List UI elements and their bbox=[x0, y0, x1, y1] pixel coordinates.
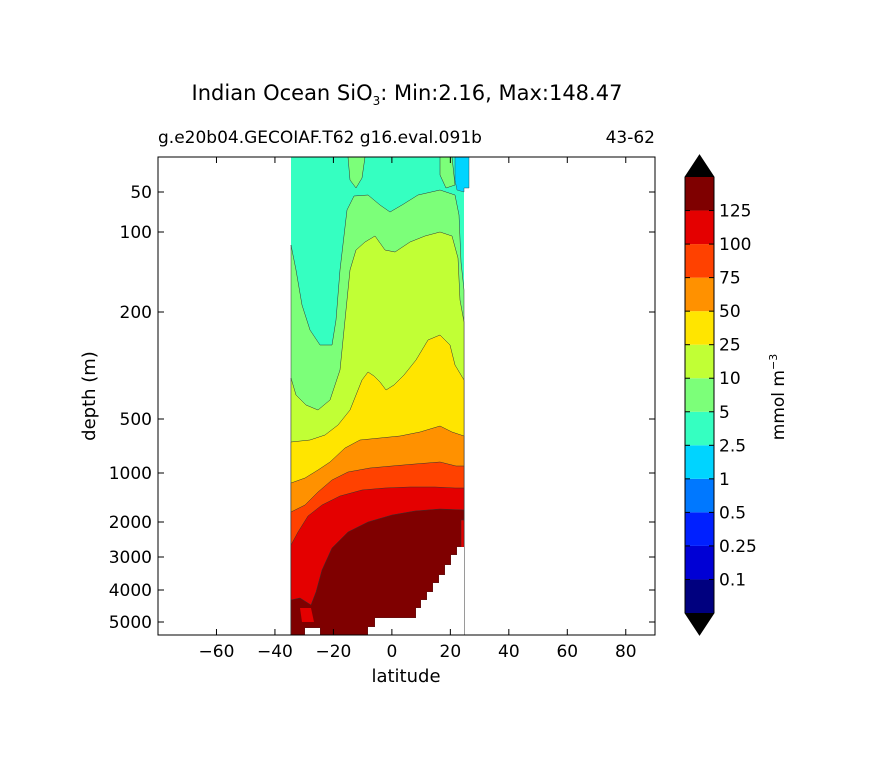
colorbar-level-label: 0.25 bbox=[719, 537, 757, 557]
y-tick-label: 1000 bbox=[109, 464, 152, 484]
colorbar-swatch bbox=[685, 277, 714, 312]
y-tick-label: 4000 bbox=[109, 581, 152, 601]
colorbar-level-label: 2.5 bbox=[719, 436, 746, 456]
y-tick-label: 3000 bbox=[109, 548, 152, 568]
band-100-125-island bbox=[300, 608, 314, 622]
colorbar-extend-min bbox=[685, 613, 714, 635]
y-tick-label: 200 bbox=[120, 303, 152, 323]
colorbar-level-label: 1 bbox=[719, 470, 730, 490]
nodata-steps bbox=[421, 547, 464, 608]
x-tick-label: −60 bbox=[199, 642, 235, 662]
colorbar-swatch bbox=[685, 445, 714, 479]
x-tick-label: −40 bbox=[257, 642, 293, 662]
colorbar-swatch bbox=[685, 244, 714, 278]
colorbar-swatch bbox=[685, 545, 714, 580]
colorbar-level-label: 100 bbox=[719, 235, 751, 255]
colorbar-level-label: 5 bbox=[719, 403, 730, 423]
plot-area: −60 −40 −20 0 20 40 60 80 50 100 200 500 1000 2000 30… bbox=[109, 156, 656, 662]
nodata-bottom-left bbox=[305, 628, 320, 635]
y-tick-label: 500 bbox=[120, 410, 152, 430]
y-axis: 50 100 200 500 1000 2000 3000 4000 5000 bbox=[109, 183, 655, 633]
colorbar-swatch bbox=[685, 411, 714, 446]
colorbar-swatch bbox=[685, 478, 714, 513]
x-tick-label: 0 bbox=[386, 642, 397, 662]
chart-subtitle-right: 43-62 bbox=[606, 128, 655, 148]
chart-subtitle-left: g.e20b04.GECOIAF.T62 g16.eval.091b bbox=[158, 128, 482, 148]
band-5-10-top2 bbox=[439, 157, 456, 189]
y-tick-label: 2000 bbox=[109, 513, 152, 533]
nodata-mask-right bbox=[416, 608, 464, 618]
y-tick-label: 5000 bbox=[109, 613, 152, 633]
band-1-2.5 bbox=[454, 157, 470, 193]
chart-title: Indian Ocean SiO3: Min:2.16, Max:148.47 bbox=[192, 81, 623, 108]
colorbar-swatch bbox=[685, 378, 714, 412]
band-5-10-top bbox=[347, 157, 366, 189]
colorbar: 0.1 0.25 0.5 1 2.5 5 10 25 50 75 100 125 bbox=[684, 154, 757, 636]
y-tick-label: 100 bbox=[120, 223, 152, 243]
colorbar-swatch bbox=[685, 579, 714, 613]
plot-frame bbox=[157, 156, 656, 636]
x-tick-label: 20 bbox=[440, 642, 462, 662]
x-axis: −60 −40 −20 0 20 40 60 80 bbox=[199, 157, 637, 662]
colorbar-swatch bbox=[685, 512, 714, 546]
colorbar-level-label: 10 bbox=[719, 369, 741, 389]
colorbar-label: mmol m−3 bbox=[767, 354, 789, 440]
x-tick-label: −20 bbox=[315, 642, 351, 662]
x-tick-label: 60 bbox=[556, 642, 578, 662]
x-axis-label: latitude bbox=[371, 666, 440, 687]
colorbar-extend-max bbox=[685, 155, 714, 177]
x-tick-label: 40 bbox=[498, 642, 520, 662]
x-tick-label: 80 bbox=[615, 642, 637, 662]
colorbar-swatch bbox=[685, 311, 714, 345]
y-axis-label: depth (m) bbox=[79, 351, 100, 441]
colorbar-swatch bbox=[685, 344, 714, 379]
colorbar-level-label: 50 bbox=[719, 302, 741, 322]
colorbar-level-label: 125 bbox=[719, 202, 751, 222]
colorbar-level-label: 0.5 bbox=[719, 503, 746, 523]
colorbar-outline bbox=[684, 154, 715, 636]
y-tick-label: 50 bbox=[130, 183, 152, 203]
colorbar-swatch bbox=[685, 210, 714, 245]
colorbar-level-label: 25 bbox=[719, 336, 741, 356]
nodata-mask bbox=[368, 618, 464, 635]
colorbar-level-label: 0.1 bbox=[719, 570, 746, 590]
colorbar-level-label: 75 bbox=[719, 269, 741, 289]
colorbar-swatch bbox=[685, 177, 714, 211]
